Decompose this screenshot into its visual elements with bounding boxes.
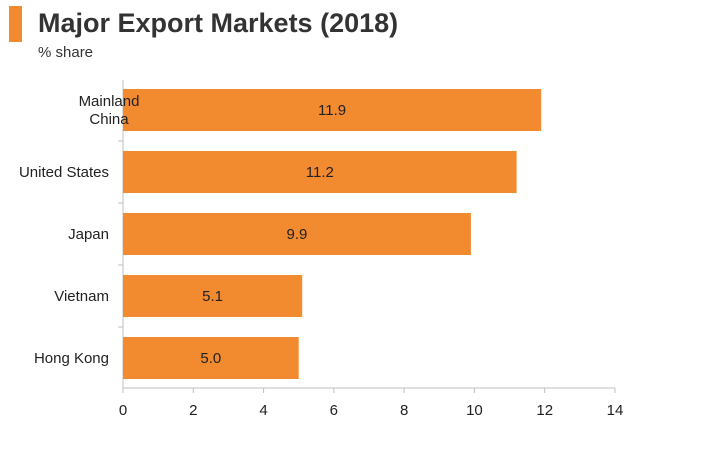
category-label: United States (19, 164, 109, 181)
x-tick-label: 12 (536, 402, 553, 419)
x-tick-label: 2 (189, 402, 197, 419)
bar (123, 213, 471, 255)
bar-value-label: 5.0 (200, 350, 221, 367)
chart-title: Major Export Markets (2018) (38, 8, 399, 38)
category-label-line: Japan (68, 226, 109, 243)
x-tick-label: 8 (400, 402, 408, 419)
category-label: Mainland China (79, 93, 140, 128)
chart-subtitle: % share (38, 44, 94, 61)
bar (123, 89, 542, 131)
bar (123, 151, 517, 193)
x-tick-label: 6 (330, 402, 338, 419)
bar-value-label: 11.2 (306, 164, 334, 181)
category-label-line: Vietnam (54, 288, 109, 305)
category-label: Japan (68, 226, 109, 243)
bar-value-label: 11.9 (318, 102, 346, 119)
bar (123, 337, 299, 379)
bar-value-label: 5.1 (202, 288, 223, 305)
bar-value-label: 9.9 (287, 226, 308, 243)
x-tick-label: 0 (119, 402, 127, 419)
bar (123, 275, 303, 317)
category-label-line: Mainland (79, 93, 140, 110)
category-label-line: United States (19, 164, 109, 181)
x-tick-label: 10 (466, 402, 483, 419)
category-label-line: China (89, 111, 129, 128)
x-tick-label: 14 (607, 402, 624, 419)
category-label: Vietnam (54, 288, 109, 305)
category-label-line: Hong Kong (34, 350, 109, 367)
category-label: Hong Kong (34, 350, 109, 367)
title-accent-bar (9, 6, 22, 42)
x-tick-label: 4 (259, 402, 267, 419)
